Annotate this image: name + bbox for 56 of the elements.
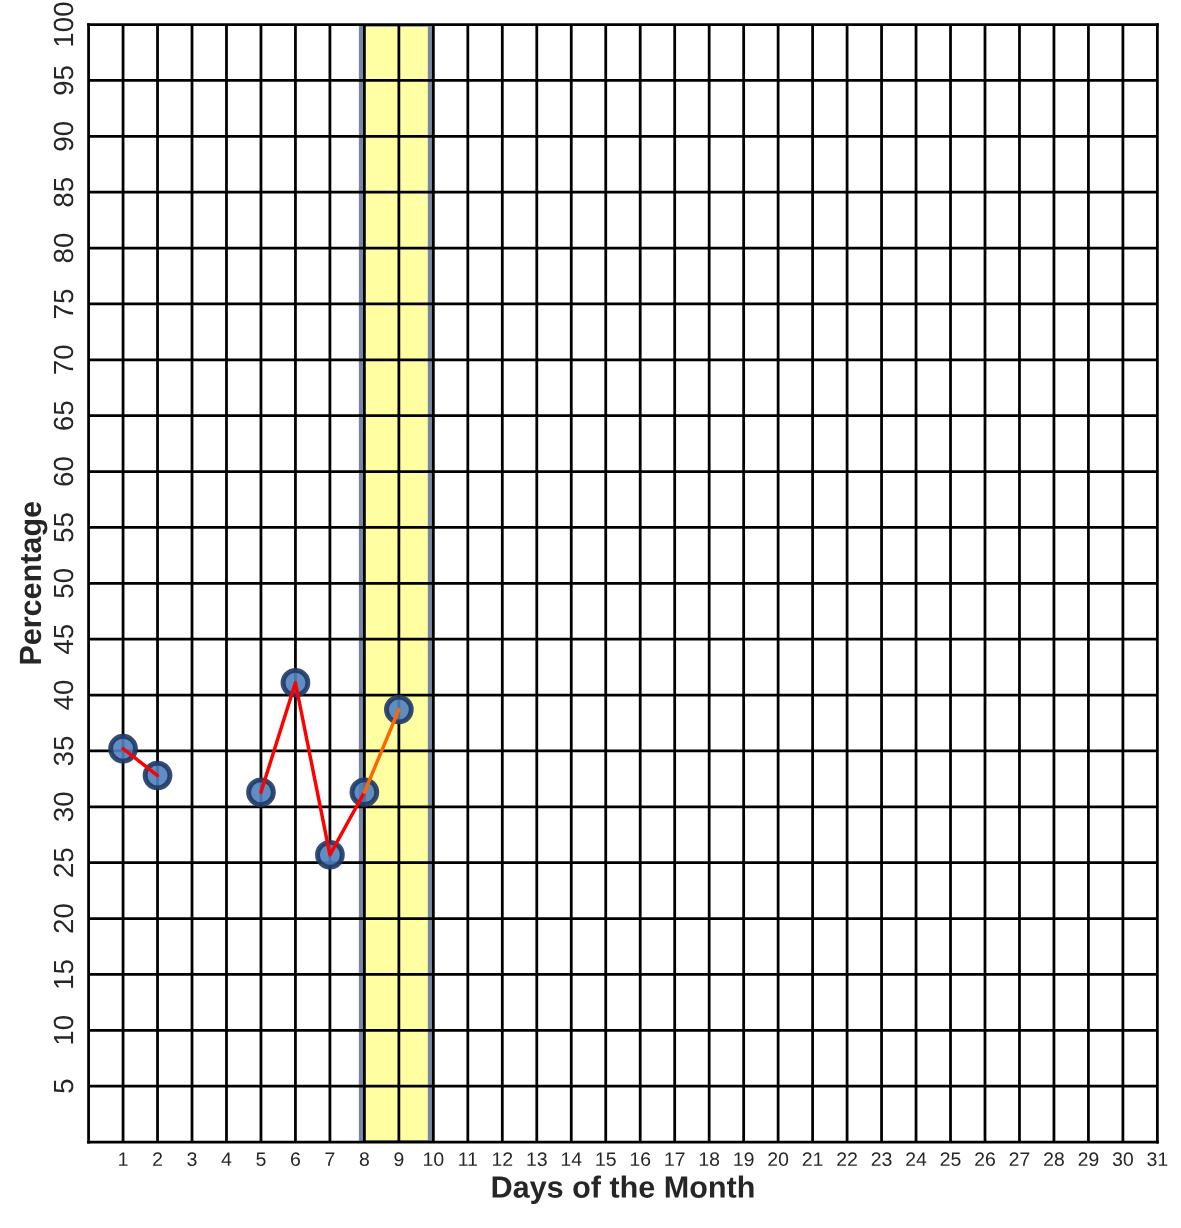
y-tick-label: 15: [53, 960, 74, 988]
y-tick-label: 40: [53, 680, 74, 710]
x-tick-label: 1: [119, 1152, 128, 1166]
y-tick-label: 10: [53, 1015, 74, 1044]
y-tick-label: 5: [53, 1079, 74, 1093]
y-tick-label: 35: [53, 736, 74, 766]
x-tick-label: 29: [1078, 1152, 1099, 1167]
x-tick-label: 8: [359, 1152, 369, 1167]
y-tick-label: 90: [53, 121, 74, 151]
x-tick-label: 12: [492, 1152, 513, 1166]
y-tick-label: 95: [53, 66, 74, 95]
x-tick-label: 24: [906, 1152, 927, 1166]
point: [246, 777, 276, 808]
x-tick-label: 30: [1112, 1152, 1133, 1167]
x-tick-label: 20: [768, 1152, 789, 1167]
y-tick-label: 60: [53, 457, 74, 486]
x-tick-label: 2: [153, 1152, 162, 1166]
x-tick-label: 15: [596, 1152, 616, 1167]
y-tick-label: 85: [53, 177, 74, 207]
x-tick-label: 7: [325, 1152, 335, 1166]
y-tick-label: 45: [53, 624, 74, 654]
x-tick-label: 13: [527, 1152, 547, 1167]
x-tick-label: 14: [561, 1152, 582, 1166]
x-tick-label: 18: [699, 1152, 720, 1167]
x-tick-label: 9: [394, 1152, 404, 1167]
x-tick-label: 31: [1147, 1152, 1168, 1167]
x-tick-label: 17: [665, 1152, 685, 1166]
y-tick-label: 65: [53, 401, 74, 430]
x-tick-label: 27: [1009, 1152, 1030, 1166]
y-tick-label: 80: [53, 233, 74, 263]
y-tick-label: 100: [53, 2, 74, 46]
x-tick-label: 6: [291, 1152, 300, 1167]
y-tick-label: 50: [53, 568, 74, 598]
x-tick-label: 26: [975, 1152, 995, 1167]
y-tick-label: 75: [53, 289, 74, 318]
y-tick-label: 30: [53, 792, 74, 822]
x-tick-label: 25: [940, 1152, 961, 1167]
x-tick-label: 16: [630, 1152, 651, 1167]
x-tick-label: 21: [802, 1152, 823, 1166]
x-tick-label: 5: [256, 1152, 266, 1167]
point: [142, 760, 173, 791]
y-tick-label: 20: [53, 904, 74, 933]
x-tick-label: 23: [871, 1152, 892, 1167]
x-tick-label: 10: [424, 1152, 444, 1167]
x-tick-label: 3: [187, 1152, 197, 1167]
y-tick-label: 25: [53, 848, 74, 877]
y-tick-label: 70: [53, 345, 74, 374]
y-axis-title: Percentage: [19, 501, 48, 664]
y-tick-label: 55: [53, 513, 74, 542]
x-tick-label: 11: [459, 1152, 477, 1166]
point: [384, 694, 414, 725]
x-tick-label: 4: [221, 1152, 232, 1166]
x-tick-label: 19: [734, 1152, 754, 1167]
x-tick-label: 22: [837, 1152, 857, 1166]
x-tick-label: 28: [1044, 1152, 1064, 1167]
x-axis-title: Days of the Month: [492, 1175, 754, 1204]
